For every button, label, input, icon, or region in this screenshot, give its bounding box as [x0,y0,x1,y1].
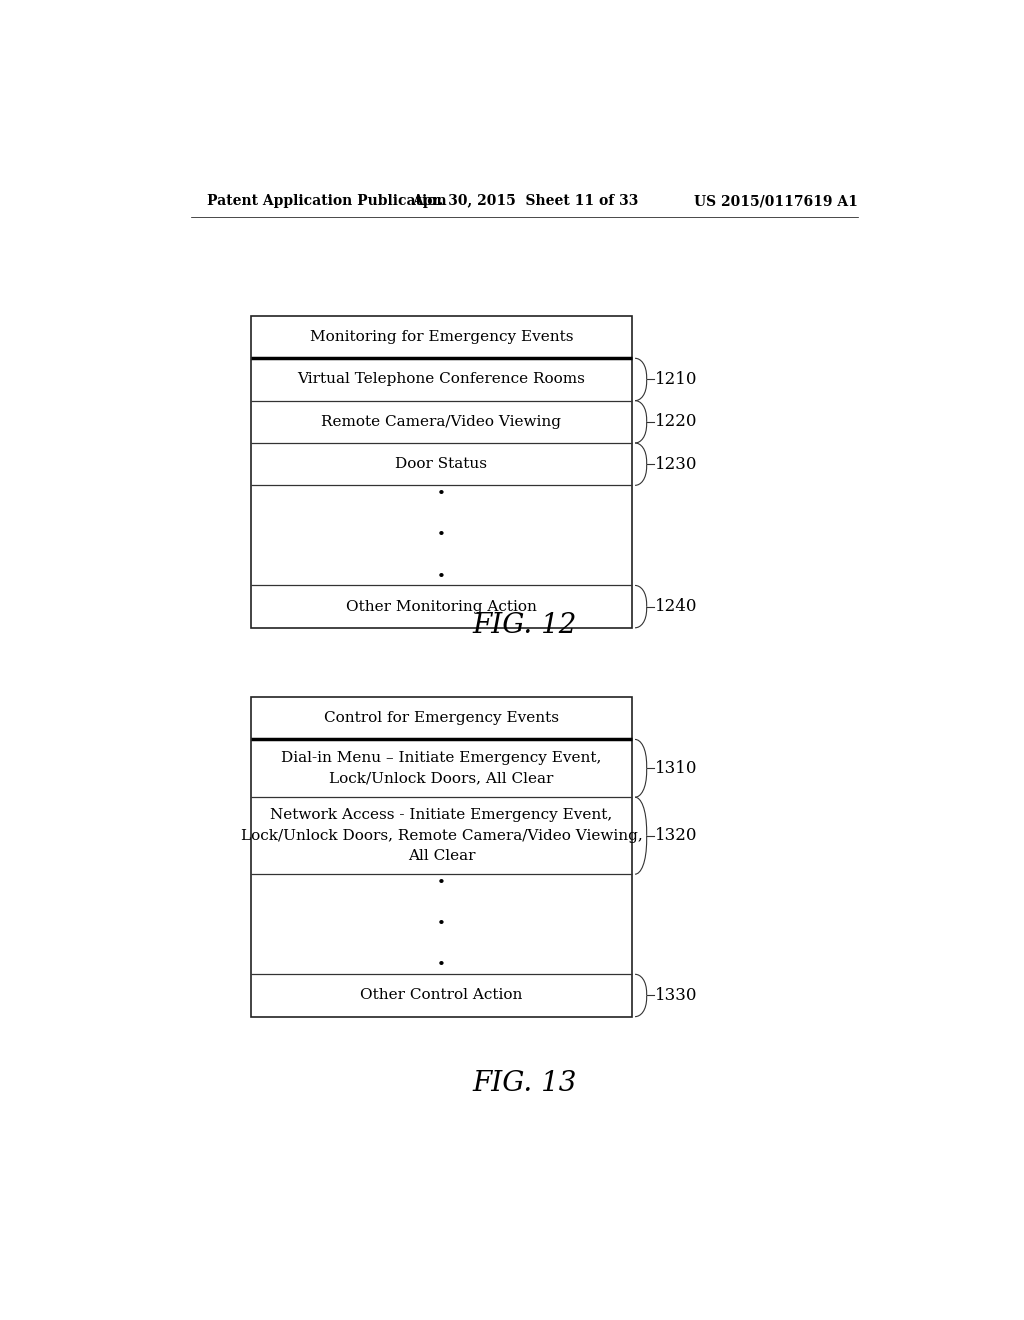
Text: Remote Camera/Video Viewing: Remote Camera/Video Viewing [322,414,561,429]
Text: Dial-in Menu – Initiate Emergency Event,
Lock/Unlock Doors, All Clear: Dial-in Menu – Initiate Emergency Event,… [282,751,602,785]
Text: Other Monitoring Action: Other Monitoring Action [346,599,537,614]
Text: 1230: 1230 [655,455,697,473]
Text: Monitoring for Emergency Events: Monitoring for Emergency Events [309,330,573,345]
Text: Other Control Action: Other Control Action [360,989,522,1002]
Text: Apr. 30, 2015  Sheet 11 of 33: Apr. 30, 2015 Sheet 11 of 33 [412,194,638,209]
Text: 1320: 1320 [655,828,697,845]
Text: Door Status: Door Status [395,457,487,471]
Text: 1220: 1220 [655,413,697,430]
Text: Network Access - Initiate Emergency Event,
Lock/Unlock Doors, Remote Camera/Vide: Network Access - Initiate Emergency Even… [241,808,642,863]
Text: •

•

•: • • • [437,487,445,583]
FancyBboxPatch shape [251,315,632,628]
FancyBboxPatch shape [251,697,632,1016]
Text: Patent Application Publication: Patent Application Publication [207,194,447,209]
Text: •

•

•: • • • [437,876,445,973]
Text: 1240: 1240 [655,598,697,615]
Text: 1310: 1310 [655,760,697,776]
Text: Virtual Telephone Conference Rooms: Virtual Telephone Conference Rooms [298,372,586,387]
Text: 1330: 1330 [655,987,697,1005]
Text: US 2015/0117619 A1: US 2015/0117619 A1 [694,194,858,209]
Text: 1210: 1210 [655,371,697,388]
Text: FIG. 13: FIG. 13 [473,1069,577,1097]
Text: Control for Emergency Events: Control for Emergency Events [324,711,559,725]
Text: FIG. 12: FIG. 12 [473,612,577,639]
